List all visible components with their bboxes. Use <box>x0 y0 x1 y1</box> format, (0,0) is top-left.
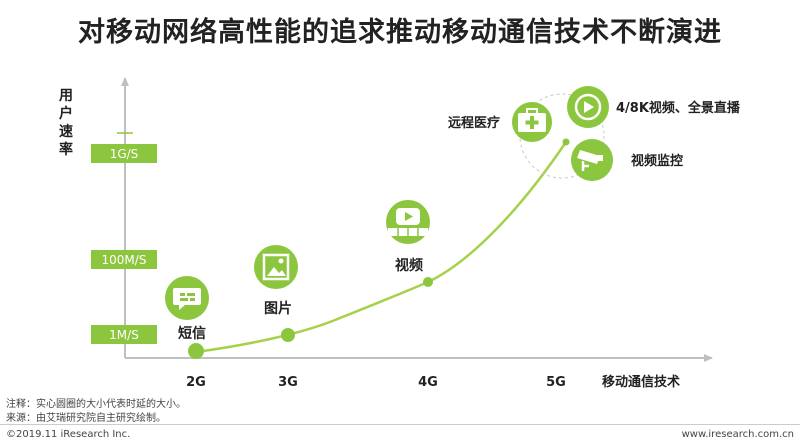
5g-application-cluster <box>519 93 605 179</box>
label-surveillance: 视频监控 <box>631 153 683 169</box>
note-latency: 注释：实心圆圈的大小代表时延的大小。 <box>6 399 186 410</box>
play-button-icon <box>567 86 609 128</box>
picture-icon <box>254 245 298 289</box>
svg-text:100M/S: 100M/S <box>102 253 147 267</box>
label-uhd-live: 4/8K视频、全景直播 <box>616 100 741 116</box>
svg-text:速: 速 <box>59 123 73 140</box>
svg-text:1G/S: 1G/S <box>110 147 139 161</box>
label-telemedicine: 远程医疗 <box>448 115 500 131</box>
svg-text:用: 用 <box>59 88 73 104</box>
point-4g <box>423 277 433 287</box>
growth-curve <box>195 141 568 354</box>
sms-icon <box>165 276 209 320</box>
svg-text:率: 率 <box>59 141 73 158</box>
medical-kit-icon <box>512 102 552 142</box>
page-title: 对移动网络高性能的追求推动移动通信技术不断演进 <box>78 17 722 48</box>
svg-text:户: 户 <box>59 105 73 122</box>
svg-text:1M/S: 1M/S <box>109 328 139 342</box>
label-sms: 短信 <box>178 325 206 342</box>
gen-label-4g: 4G <box>418 375 438 390</box>
speed-level-1g: 1G/S <box>91 144 157 163</box>
y-axis-label: 用 户 速 率 <box>59 88 73 158</box>
note-source: 来源：由艾瑞研究院自主研究绘制。 <box>6 413 166 424</box>
video-icon <box>386 200 430 244</box>
point-2g <box>188 343 204 359</box>
copyright: ©2019.11 iResearch Inc. <box>6 429 131 440</box>
x-axis-label: 移动通信技术 <box>602 374 680 390</box>
security-camera-icon <box>571 139 613 181</box>
label-picture: 图片 <box>264 300 292 317</box>
gen-label-2g: 2G <box>186 375 206 390</box>
point-5g <box>562 138 570 146</box>
point-3g <box>281 328 295 342</box>
website-link[interactable]: www.iresearch.com.cn <box>681 429 794 440</box>
footer-divider <box>0 424 800 425</box>
label-video: 视频 <box>395 257 423 274</box>
gen-label-5g: 5G <box>546 375 566 390</box>
gen-label-3g: 3G <box>278 375 298 390</box>
speed-level-1m: 1M/S <box>91 325 157 344</box>
speed-level-100m: 100M/S <box>91 250 157 269</box>
